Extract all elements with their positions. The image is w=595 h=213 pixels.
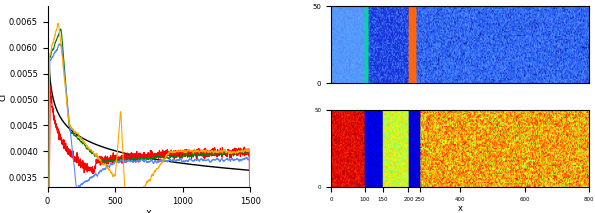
Y-axis label: cf: cf [0, 92, 8, 101]
X-axis label: x: x [146, 207, 152, 213]
X-axis label: x: x [458, 204, 462, 213]
